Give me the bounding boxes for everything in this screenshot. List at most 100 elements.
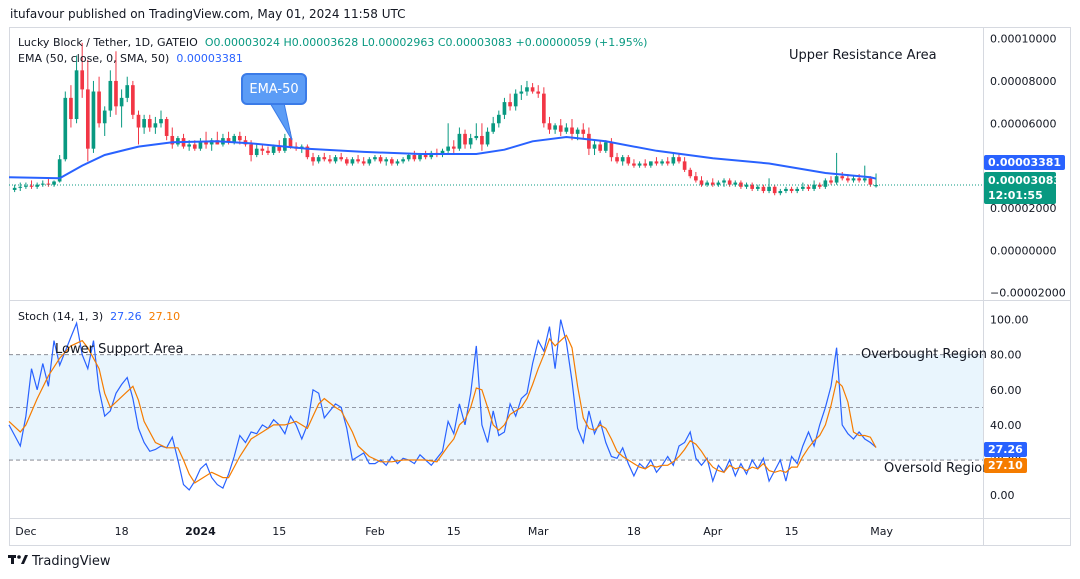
candle[interactable] [69, 97, 73, 120]
candle[interactable] [401, 159, 405, 162]
candle[interactable] [159, 119, 163, 124]
candle[interactable] [784, 188, 788, 192]
candle[interactable] [97, 91, 101, 124]
candle[interactable] [682, 161, 687, 170]
candle[interactable] [587, 133, 591, 149]
stoch-label[interactable]: Stoch (14, 1, 3) [18, 310, 104, 323]
symbol-label[interactable]: Lucky Block / Tether, 1D, GATEIO [18, 36, 198, 49]
candle[interactable] [457, 133, 462, 149]
candle[interactable] [688, 169, 693, 177]
candle[interactable] [316, 157, 321, 162]
candle[interactable] [620, 157, 625, 162]
candle[interactable] [451, 146, 456, 149]
candle[interactable] [322, 157, 327, 160]
candle[interactable] [418, 155, 422, 160]
candle[interactable] [817, 184, 822, 187]
candle[interactable] [198, 142, 203, 149]
candle[interactable] [806, 186, 811, 189]
candle[interactable] [727, 180, 732, 185]
candle[interactable] [125, 85, 130, 98]
candle[interactable] [378, 157, 383, 162]
candle[interactable] [63, 97, 68, 160]
candle[interactable] [344, 159, 349, 164]
candle[interactable] [249, 144, 253, 156]
candle[interactable] [778, 191, 783, 194]
ema-label[interactable]: EMA (50, close, 0, SMA, 50) [18, 52, 170, 65]
ema-50-line[interactable] [8, 135, 877, 180]
candle[interactable] [142, 119, 146, 128]
candle[interactable] [615, 157, 619, 162]
candle[interactable] [91, 91, 96, 149]
candle[interactable] [266, 150, 270, 153]
candle[interactable] [767, 186, 771, 192]
candle[interactable] [626, 157, 631, 164]
candle[interactable] [80, 70, 85, 90]
candle[interactable] [671, 157, 676, 164]
candle[interactable] [874, 185, 878, 187]
candle[interactable] [677, 157, 681, 162]
candle[interactable] [795, 188, 800, 192]
candle[interactable] [192, 144, 197, 149]
candle[interactable] [46, 183, 51, 185]
candle[interactable] [356, 159, 360, 162]
candle[interactable] [542, 93, 546, 124]
candle[interactable] [862, 178, 867, 181]
candle[interactable] [12, 187, 17, 190]
candle[interactable] [271, 146, 276, 153]
candle[interactable] [57, 159, 62, 182]
candle[interactable] [716, 182, 721, 185]
candle[interactable] [406, 155, 411, 160]
candle[interactable] [868, 178, 873, 185]
candle[interactable] [395, 161, 400, 164]
candle[interactable] [18, 186, 23, 188]
candle[interactable] [147, 119, 152, 128]
candle[interactable] [519, 91, 524, 94]
candle[interactable] [834, 176, 839, 183]
candle[interactable] [660, 161, 664, 164]
candle[interactable] [570, 127, 574, 134]
candle[interactable] [35, 184, 39, 187]
candle[interactable] [547, 123, 552, 130]
candle[interactable] [114, 80, 118, 107]
candle[interactable] [446, 146, 450, 151]
candle[interactable] [429, 152, 434, 158]
candle[interactable] [215, 140, 220, 145]
candle[interactable] [564, 127, 569, 132]
candle[interactable] [333, 157, 338, 162]
candle[interactable] [311, 157, 315, 162]
candle[interactable] [24, 185, 28, 187]
candle[interactable] [119, 97, 124, 107]
stoch-k-line[interactable] [8, 319, 877, 491]
candle[interactable] [390, 159, 394, 164]
stoch-d-line[interactable] [8, 334, 877, 484]
candle[interactable] [485, 131, 490, 145]
candle[interactable] [52, 181, 56, 185]
candle[interactable] [665, 161, 670, 164]
candle[interactable] [232, 135, 237, 143]
candle[interactable] [654, 161, 659, 164]
candle[interactable] [772, 186, 777, 194]
candle[interactable] [710, 182, 715, 185]
candle[interactable] [508, 102, 512, 107]
candle[interactable] [463, 133, 467, 145]
candle[interactable] [226, 138, 231, 143]
candle[interactable] [575, 129, 580, 134]
candle[interactable] [812, 184, 816, 189]
candle[interactable] [40, 183, 45, 185]
candle[interactable] [598, 144, 602, 151]
candle[interactable] [699, 180, 704, 185]
candle[interactable] [592, 144, 597, 149]
candle[interactable] [755, 186, 760, 189]
candle[interactable] [474, 135, 479, 139]
candle[interactable] [361, 161, 366, 164]
candle[interactable] [722, 180, 726, 183]
candle[interactable] [513, 93, 518, 107]
candle[interactable] [581, 129, 586, 134]
candle[interactable] [846, 178, 850, 181]
candle[interactable] [705, 182, 709, 185]
candle[interactable] [328, 159, 332, 162]
candle[interactable] [238, 135, 242, 141]
candle[interactable] [131, 85, 135, 115]
candle[interactable] [553, 125, 557, 130]
